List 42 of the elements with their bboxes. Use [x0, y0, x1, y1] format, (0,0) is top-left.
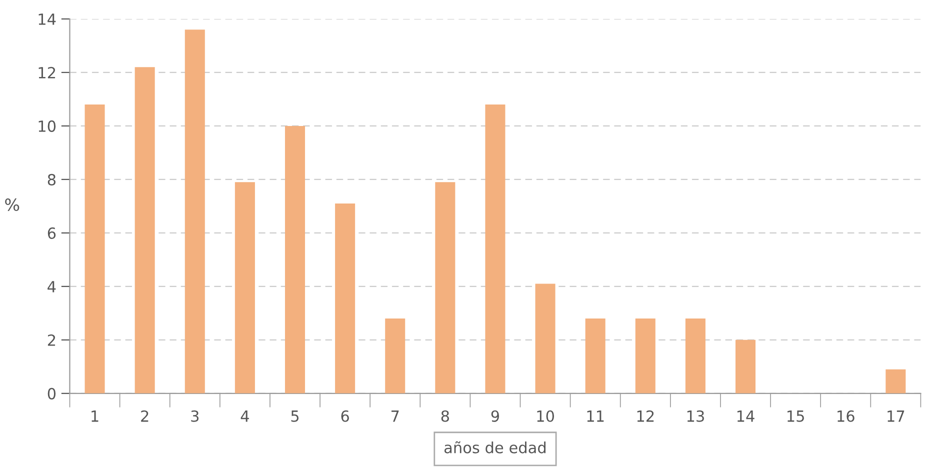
x-tick-label: 8 [441, 410, 449, 422]
y-tick-label: 12 [38, 66, 56, 78]
y-tick-label: 14 [38, 14, 56, 25]
y-tick-label: 0 [48, 388, 56, 400]
bar [184, 30, 205, 394]
bar [284, 126, 306, 394]
x-tick-label: 3 [191, 410, 199, 422]
x-tick-label: 14 [737, 410, 754, 422]
bar [385, 318, 406, 394]
y-tick-label: 2 [48, 334, 56, 346]
bar [485, 104, 506, 394]
bar [585, 318, 606, 394]
x-tick-label: 4 [240, 410, 249, 422]
bar [134, 67, 155, 394]
y-tick-label: 4 [48, 281, 56, 292]
bar [735, 340, 756, 394]
bar [685, 318, 706, 394]
y-tick-label: 10 [38, 120, 56, 132]
y-tick-label: 6 [48, 227, 56, 239]
y-tick-label: 8 [48, 174, 56, 186]
bar [886, 369, 906, 394]
x-axis-title: años de edad [444, 441, 546, 454]
x-tick-label: 12 [637, 410, 654, 422]
x-tick-label: 11 [587, 410, 604, 422]
x-tick-label: 16 [838, 410, 854, 422]
x-tick-label: 15 [788, 410, 804, 422]
bar [234, 182, 255, 394]
x-tick-label: 1 [92, 410, 98, 422]
x-tick-label: 7 [392, 410, 399, 422]
x-tick-label: 17 [888, 410, 904, 422]
x-tick-label: 13 [687, 410, 704, 422]
y-axis-title: % [5, 198, 20, 212]
x-tick-label: 6 [341, 410, 349, 422]
bar [435, 182, 456, 394]
bar [635, 318, 656, 394]
x-tick-label: 5 [291, 410, 299, 422]
bar [335, 204, 356, 394]
x-tick-label: 10 [537, 410, 554, 422]
x-tick-label: 9 [491, 410, 500, 422]
bar [535, 284, 556, 394]
x-tick-label: 2 [141, 410, 148, 422]
bar [84, 104, 105, 394]
